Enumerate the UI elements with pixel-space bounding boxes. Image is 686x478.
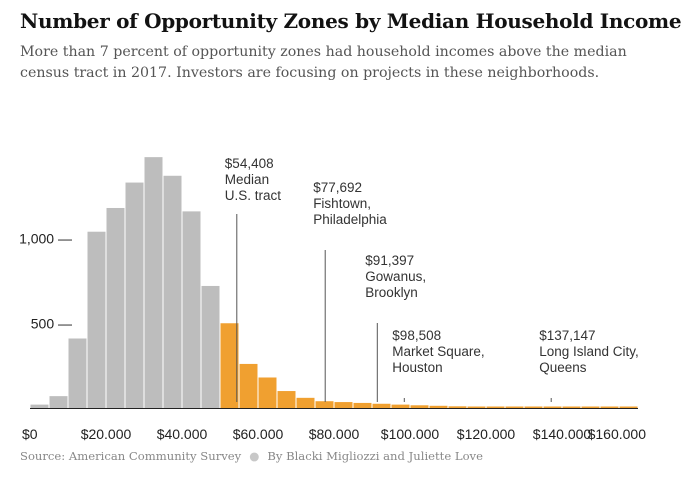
histogram-bar <box>277 391 296 408</box>
y-tick-label: 1,000 — <box>19 231 72 247</box>
histogram-bar <box>619 406 638 408</box>
x-tick-label: $40.000 <box>157 426 208 442</box>
separator-dot: ● <box>249 449 260 463</box>
histogram-bar <box>353 402 372 408</box>
histogram-bar <box>410 405 429 408</box>
x-tick-label: $20.000 <box>81 426 132 442</box>
histogram-bar <box>486 406 505 408</box>
chart-title: Number of Opportunity Zones by Median Ho… <box>20 9 682 33</box>
annotation-label: Market Square, <box>392 344 484 359</box>
histogram-bar <box>429 405 448 408</box>
histogram-bar <box>467 406 486 408</box>
x-tick-label: $0 <box>22 426 38 442</box>
histogram-bar <box>296 397 315 408</box>
histogram-bar <box>448 406 467 409</box>
histogram-bar <box>144 157 163 408</box>
x-tick-label: $80.000 <box>309 426 360 442</box>
y-axis-ticks: 500 — 1,000 — <box>19 231 72 332</box>
x-tick-label: $120.000 <box>457 426 516 442</box>
annotation-label: Brooklyn <box>365 285 418 300</box>
histogram-bar <box>372 403 391 408</box>
annotation-label: U.S. tract <box>225 188 282 203</box>
annotation-label: Queens <box>539 360 587 375</box>
histogram-bar <box>543 406 562 408</box>
annotation-label: $137,147 <box>539 328 595 343</box>
annotation-label: Philadelphia <box>313 212 387 227</box>
annotation-label: $98,508 <box>392 328 441 343</box>
histogram-bar <box>201 285 220 408</box>
histogram-bar <box>391 404 410 408</box>
source-note: Source: American Community Survey <box>20 449 242 463</box>
x-tick-label: $160.000 <box>588 426 647 442</box>
annotation-label: $77,692 <box>313 180 362 195</box>
chart-footer: Source: American Community Survey ● By Bla… <box>20 449 670 463</box>
histogram-bar <box>163 175 182 408</box>
histogram-bar <box>505 406 524 408</box>
histogram-bars <box>30 157 638 409</box>
histogram-bar <box>334 402 353 408</box>
chart-subtitle: More than 7 percent of opportunity zones… <box>20 44 627 81</box>
histogram-bar <box>581 406 600 408</box>
histogram-bar <box>524 406 543 408</box>
x-tick-label: $100.000 <box>381 426 440 442</box>
annotation-label: Houston <box>392 360 442 375</box>
histogram-bar <box>600 406 619 408</box>
annotation-label: $54,408 <box>225 156 274 171</box>
histogram-bar <box>315 401 334 408</box>
y-tick-label: 500 — <box>31 315 72 331</box>
x-axis-ticks: $0 $20.000 $40.000 $60.000 $80.000 $100.000 $1… <box>22 408 647 442</box>
x-tick-label: $140.000 <box>533 426 592 442</box>
histogram-bar <box>68 338 87 408</box>
byline: By Blacki Migliozzi and Juliette Love <box>267 449 483 463</box>
histogram-bar <box>562 406 581 408</box>
histogram-bar <box>220 323 239 408</box>
histogram-bar <box>125 182 144 408</box>
histogram-bar <box>49 396 68 408</box>
histogram-bar <box>258 377 277 408</box>
x-tick-label: $60.000 <box>233 426 284 442</box>
histogram-bar <box>239 363 258 408</box>
histogram-bar <box>106 207 125 408</box>
annotation-label: Gowanus, <box>365 269 426 284</box>
histogram-bar <box>87 231 106 408</box>
annotation-label: Median <box>225 172 269 187</box>
annotation-label: Fishtown, <box>313 196 371 211</box>
histogram-bar <box>30 404 49 408</box>
annotation-label: $91,397 <box>365 253 414 268</box>
histogram-bar <box>182 211 201 408</box>
annotation-label: Long Island City, <box>539 344 639 359</box>
